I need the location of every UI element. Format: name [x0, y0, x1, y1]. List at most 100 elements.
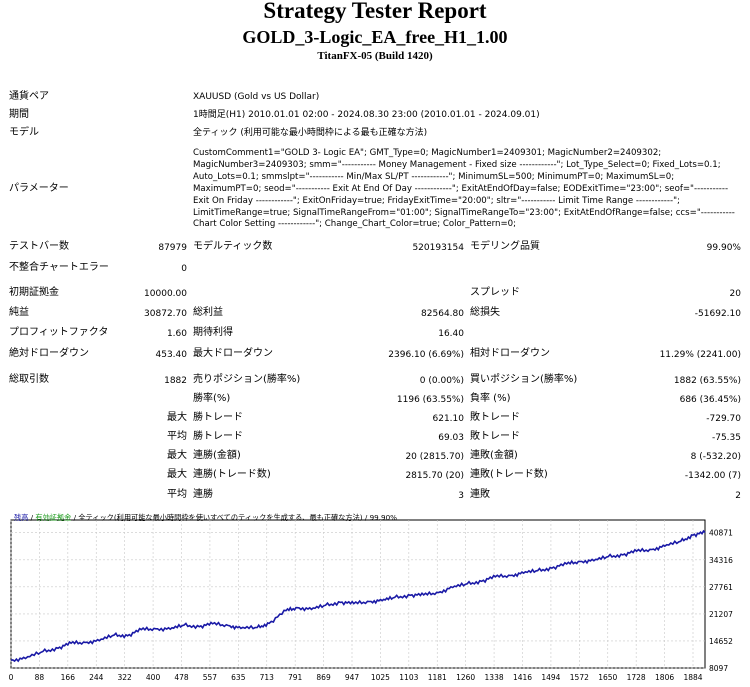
- trades-value: 1882: [164, 376, 187, 386]
- max-dd-label: 最大ドローダウン: [193, 348, 273, 359]
- symbol-value: XAUUSD (Gold vs US Dollar): [193, 92, 320, 102]
- params-label: パラメーター: [9, 183, 69, 194]
- avg-win-label: 勝トレード: [193, 431, 243, 442]
- avg-consec-loss-value: 2: [735, 491, 741, 501]
- x-tick-label: 713: [260, 673, 275, 682]
- win-label: 勝率(%): [193, 393, 231, 404]
- consec-loss-value: 8 (-532.20): [690, 452, 741, 462]
- x-tick-label: 791: [288, 673, 303, 682]
- payoff-value: 16.40: [438, 329, 464, 339]
- abs-dd-value: 453.40: [155, 350, 188, 360]
- rel-dd-value: 11.29% (2241.00): [659, 350, 741, 360]
- ticks-value: 520193154: [412, 243, 464, 253]
- plot-area: [10, 519, 706, 669]
- y-tick-label: 21207: [709, 610, 733, 619]
- x-tick-label: 400: [146, 673, 161, 682]
- spread-label: スプレッド: [470, 287, 520, 298]
- quality-label: モデリング品質: [470, 241, 540, 252]
- x-tick-label: 1260: [456, 673, 475, 682]
- symbol-label: 通貨ペア: [9, 91, 49, 102]
- x-tick-label: 869: [316, 673, 331, 682]
- x-tick-label: 1650: [598, 673, 617, 682]
- x-tick-label: 1103: [399, 673, 418, 682]
- x-tick-label: 1572: [570, 673, 589, 682]
- x-tick-label: 166: [61, 673, 76, 682]
- consec-profit-label: 連勝(トレード数): [193, 469, 271, 480]
- largest-loss-value: -729.70: [706, 414, 741, 424]
- largest-loss-label: 敗トレード: [470, 412, 520, 423]
- avg-win-value: 69.03: [438, 433, 464, 443]
- consec-loss-label: 連敗(金額): [470, 450, 518, 461]
- x-tick-label: 322: [118, 673, 133, 682]
- consec-lossamt-label: 連敗(トレード数): [470, 469, 548, 480]
- balance-series-line: [10, 529, 706, 663]
- deposit-label: 初期証拠金: [9, 287, 59, 298]
- avg-loss-value: -75.35: [711, 433, 741, 443]
- consec-win-label: 連勝(金額): [193, 450, 241, 461]
- avg-consec-loss-label: 連敗: [470, 489, 490, 500]
- x-tick-label: 635: [231, 673, 246, 682]
- chart-caption-rest: 全ティック(利用可能な最小時間枠を使いすべてのティックを生成する、最も正確な方法…: [78, 513, 398, 522]
- consec-profit-value: 2815.70 (20): [405, 471, 464, 481]
- consec-lossamt-value: -1342.00 (7): [684, 471, 741, 481]
- avg-label: 平均: [167, 431, 187, 442]
- model-label: モデル: [9, 127, 39, 138]
- loss-label: 負率 (%): [470, 393, 511, 404]
- payoff-label: 期待利得: [193, 327, 233, 338]
- win-value: 1196 (63.55%): [396, 395, 464, 405]
- x-tick-label: 947: [345, 673, 360, 682]
- quality-value: 99.90%: [706, 243, 741, 253]
- gross-loss-value: -51692.10: [694, 309, 741, 319]
- x-tick-label: 1806: [655, 673, 674, 682]
- gross-loss-label: 総損失: [470, 307, 500, 318]
- y-tick-label: 14652: [709, 637, 733, 646]
- x-tick-label: 0: [9, 673, 14, 682]
- y-tick-label: 40871: [709, 529, 733, 538]
- net-value: 30872.70: [144, 309, 187, 319]
- net-label: 純益: [9, 307, 29, 318]
- params-value: CustomComment1="GOLD 3- Logic EA"; GMT_T…: [193, 148, 735, 230]
- chart-caption: 残高 / 有効証拠金 / 全ティック(利用可能な最小時間枠を使いすべてのティック…: [14, 513, 397, 523]
- x-tick-label: 557: [203, 673, 218, 682]
- mismatch-label: 不整合チャートエラー: [9, 262, 109, 273]
- x-tick-label: 1728: [627, 673, 646, 682]
- loss-value: 686 (36.45%): [679, 395, 741, 405]
- avg-consec-win-label: 連勝: [193, 489, 213, 500]
- period-label: 期間: [9, 109, 29, 120]
- x-tick-label: 1181: [428, 673, 447, 682]
- largest-win-value: 621.10: [432, 414, 465, 424]
- y-tick-label: 8097: [709, 664, 728, 673]
- report-subtitle: GOLD_3-Logic_EA_free_H1_1.00: [242, 27, 508, 47]
- short-value: 0 (0.00%): [419, 376, 464, 386]
- rel-dd-label: 相対ドローダウン: [470, 348, 550, 359]
- short-label: 売りポジション(勝率%): [193, 374, 301, 385]
- pf-value: 1.60: [166, 329, 187, 339]
- x-tick-label: 1884: [683, 673, 702, 682]
- report-build: TitanFX-05 (Build 1420): [317, 50, 433, 62]
- pf-label: プロフィットファクタ: [9, 327, 109, 338]
- consec-win-value: 20 (2815.70): [405, 452, 464, 462]
- long-value: 1882 (63.55%): [673, 376, 741, 386]
- chart-caption-sep2: /: [71, 513, 79, 522]
- max-label: 最大: [167, 412, 187, 423]
- report-title: Strategy Tester Report: [263, 0, 487, 23]
- bars-label: テストバー数: [9, 241, 69, 252]
- bars-value: 87979: [158, 243, 187, 253]
- x-tick-label: 244: [89, 673, 104, 682]
- spread-value: 20: [729, 289, 741, 299]
- x-tick-label: 1416: [513, 673, 532, 682]
- max-label-3: 最大: [167, 469, 187, 480]
- avg-label-2: 平均: [167, 489, 187, 500]
- x-tick-label: 1338: [485, 673, 504, 682]
- x-tick-label: 1025: [371, 673, 390, 682]
- y-tick-label: 27761: [709, 583, 733, 592]
- x-tick-label: 1494: [541, 673, 560, 682]
- y-tick-label: 34316: [709, 556, 733, 565]
- x-tick-label: 478: [174, 673, 189, 682]
- largest-win-label: 勝トレード: [193, 412, 243, 423]
- ticks-label: モデルティック数: [193, 241, 273, 252]
- gross-profit-label: 総利益: [193, 307, 223, 318]
- long-label: 買いポジション(勝率%): [470, 374, 578, 385]
- max-label-2: 最大: [167, 450, 187, 461]
- deposit-value: 10000.00: [144, 289, 187, 299]
